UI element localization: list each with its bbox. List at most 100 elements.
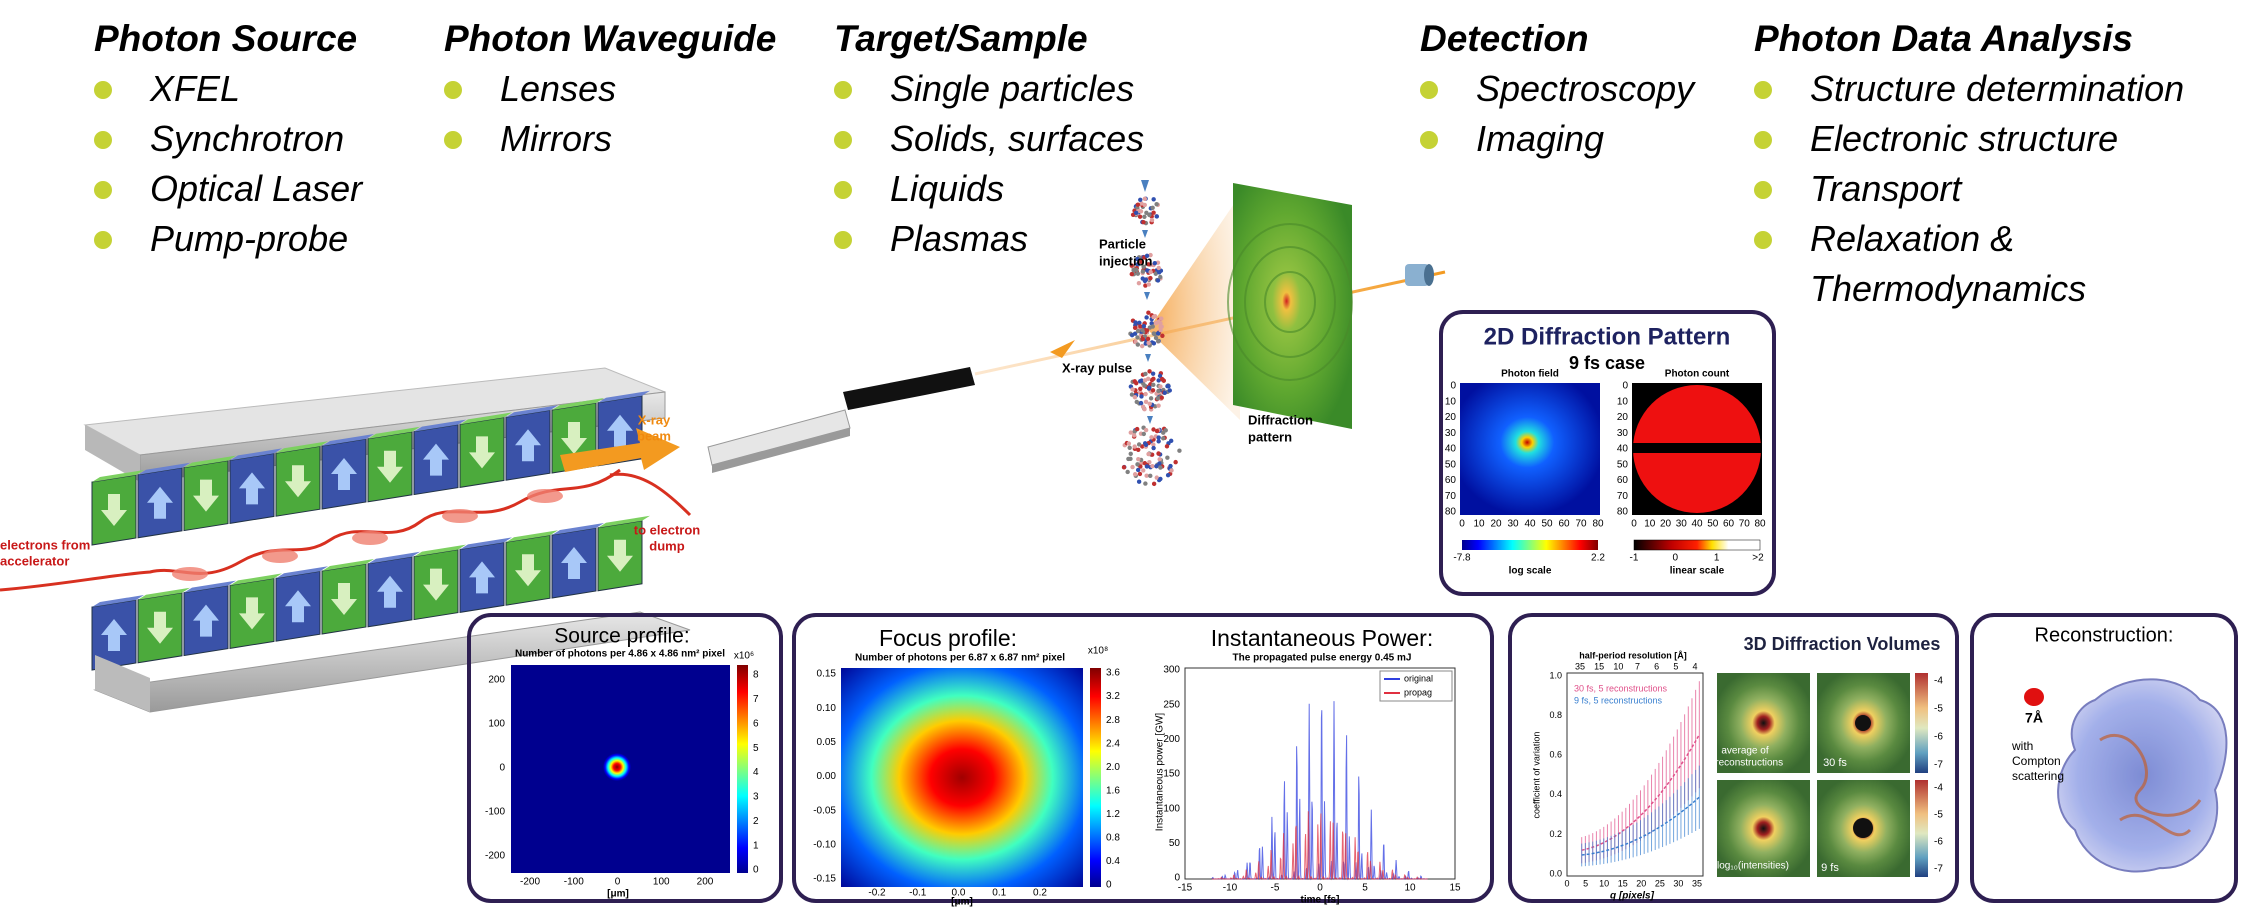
atom-dot: [1138, 209, 1144, 214]
colorbar: [1915, 673, 1928, 773]
field-arrow: [423, 568, 449, 601]
atom-dot: [1148, 396, 1154, 401]
panel-subtitle: Number of photons per 6.87 x 6.87 nm² pi…: [855, 653, 1065, 664]
atom-dot: [1131, 433, 1137, 438]
tick-label: 150: [1163, 769, 1180, 780]
tick-label: 2.0: [1106, 762, 1120, 773]
item-list: Structure determination Electronic struct…: [1754, 64, 2234, 314]
tick-label: 0.15: [817, 669, 837, 680]
atom-dot: [1155, 396, 1161, 401]
tick-label: 200: [697, 877, 714, 888]
tick-label: 6: [753, 718, 759, 729]
detector-rings: [1227, 223, 1353, 381]
panel-source: [467, 613, 783, 903]
panel-subtitle: 9 fs case: [1569, 353, 1645, 373]
field-arrow: [101, 619, 127, 651]
atom-dot: [1158, 476, 1163, 482]
tick-label: 40: [1445, 444, 1457, 455]
tick-label: 0: [1631, 519, 1637, 530]
magnet-top: [460, 412, 512, 425]
atom-dot: [1138, 324, 1143, 329]
injection-arrow: [1144, 292, 1150, 300]
magnet-top: [368, 551, 420, 564]
field-arrow: [515, 554, 541, 587]
tick-label: 60: [1723, 519, 1735, 530]
atom-dot: [1150, 464, 1155, 469]
tick-label: 60: [1445, 475, 1457, 486]
tick-label: 0.05: [817, 737, 837, 748]
tick-label: 50: [1169, 838, 1181, 849]
atom-dot: [1156, 265, 1161, 271]
tick-label: -4: [1934, 676, 1943, 687]
focus-map: [841, 668, 1083, 887]
atom-dot: [1158, 327, 1163, 333]
atom-dot: [1147, 401, 1152, 406]
tick-label: 0: [1622, 381, 1628, 392]
magnet-top: [414, 544, 466, 557]
field-arrow: [331, 583, 357, 615]
atom-dot: [1129, 332, 1135, 338]
atom-dot: [1148, 252, 1153, 258]
atom-dot: [1156, 439, 1161, 444]
atom-dot: [1155, 278, 1161, 283]
label: coefficient of variation: [1531, 732, 1541, 819]
atom-dot: [1133, 210, 1139, 216]
legend-entry: 30 fs, 5 reconstructions: [1574, 683, 1668, 693]
tick-label: 0: [753, 865, 759, 876]
magnet-top: [506, 405, 558, 418]
tick-label: 1: [753, 840, 759, 851]
magnet-top: [138, 587, 190, 600]
atom-dot: [1139, 343, 1145, 349]
atom-dot: [1134, 426, 1140, 432]
volume-image: [1717, 780, 1810, 877]
label: log scale: [1509, 566, 1552, 577]
label: x10⁸: [1088, 646, 1108, 657]
atom-dot: [1125, 469, 1130, 475]
atom-dot: [1143, 371, 1148, 377]
schematic: [0, 180, 1446, 713]
injection-arrow: [1141, 180, 1149, 192]
tick-label: 2.2: [1591, 553, 1605, 564]
tick-label: 0: [499, 763, 505, 774]
atom-dot: [1154, 214, 1160, 219]
atom: [2024, 688, 2044, 706]
category-column: Detection Spectroscopy Imaging: [1420, 14, 1750, 164]
category-title: Detection: [1420, 18, 1589, 59]
label: half-period resolution [Å]: [1579, 650, 1687, 660]
atom-dot: [1161, 436, 1166, 441]
atom-dot: [1156, 403, 1161, 408]
category-column: Photon Source XFEL Synchrotron Optical Lase…: [94, 14, 424, 264]
atom-dot: [1173, 459, 1178, 465]
tick-label: 7: [1635, 661, 1640, 671]
legend-entry: propag: [1404, 687, 1432, 697]
atom-dot: [1168, 438, 1174, 444]
atom-dot: [1127, 445, 1132, 451]
item: Spectroscopy: [1420, 64, 1750, 114]
label: Diffraction: [1248, 412, 1313, 427]
label: log₁₀(intensities): [1717, 861, 1789, 872]
atom-dot: [1139, 378, 1144, 383]
cylinder-end: [1424, 264, 1434, 286]
tick-label: -4: [1934, 783, 1943, 794]
field-arrow: [469, 436, 495, 469]
colorbar: [1915, 780, 1928, 877]
atom-dot: [1139, 201, 1144, 206]
atom-dot: [1130, 464, 1135, 470]
atom-dot: [1144, 253, 1150, 259]
atom-dot: [1138, 197, 1143, 202]
tick-label: 0: [1106, 880, 1112, 891]
tick-label: 1.0: [1549, 670, 1562, 680]
tick-label: 3.2: [1106, 691, 1120, 702]
tick-label: -5: [1934, 810, 1943, 821]
label: X-ray pulse: [1062, 360, 1132, 375]
field-arrow: [377, 450, 403, 483]
tick-label: 4: [1692, 661, 1697, 671]
atom-dot: [1154, 428, 1160, 434]
label: average of: [1721, 746, 1768, 757]
tick-label: 20: [1445, 412, 1457, 423]
atom-dot: [1177, 448, 1182, 453]
atom-dot: [1143, 442, 1149, 447]
atom-dot: [1167, 388, 1172, 393]
tick-label: 3: [753, 792, 759, 803]
